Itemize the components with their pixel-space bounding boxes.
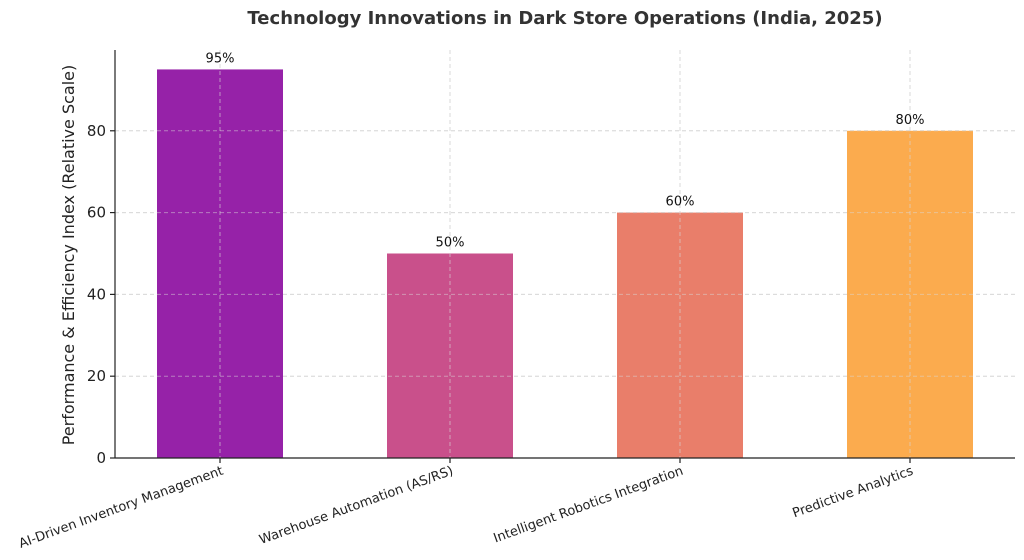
y-tick-label: 40 xyxy=(87,285,106,303)
y-tick-label: 60 xyxy=(87,204,106,222)
y-axis-label: Performance & Efficiency Index (Relative… xyxy=(59,65,78,445)
data-label: 95% xyxy=(206,51,235,66)
data-label: 80% xyxy=(896,113,925,128)
y-tick-label: 0 xyxy=(96,449,106,467)
data-label: 60% xyxy=(666,195,695,210)
x-tick-label: Warehouse Automation (AS/RS) xyxy=(257,464,455,548)
x-tick-label: Intelligent Robotics Integration xyxy=(492,464,686,547)
data-label: 50% xyxy=(436,235,465,250)
y-tick-label: 80 xyxy=(87,122,106,140)
chart-title: Technology Innovations in Dark Store Ope… xyxy=(247,8,882,29)
x-tick-label: Predictive Analytics xyxy=(791,464,916,522)
y-tick-label: 20 xyxy=(87,367,106,385)
x-tick-label: AI-Driven Inventory Management xyxy=(17,464,225,552)
